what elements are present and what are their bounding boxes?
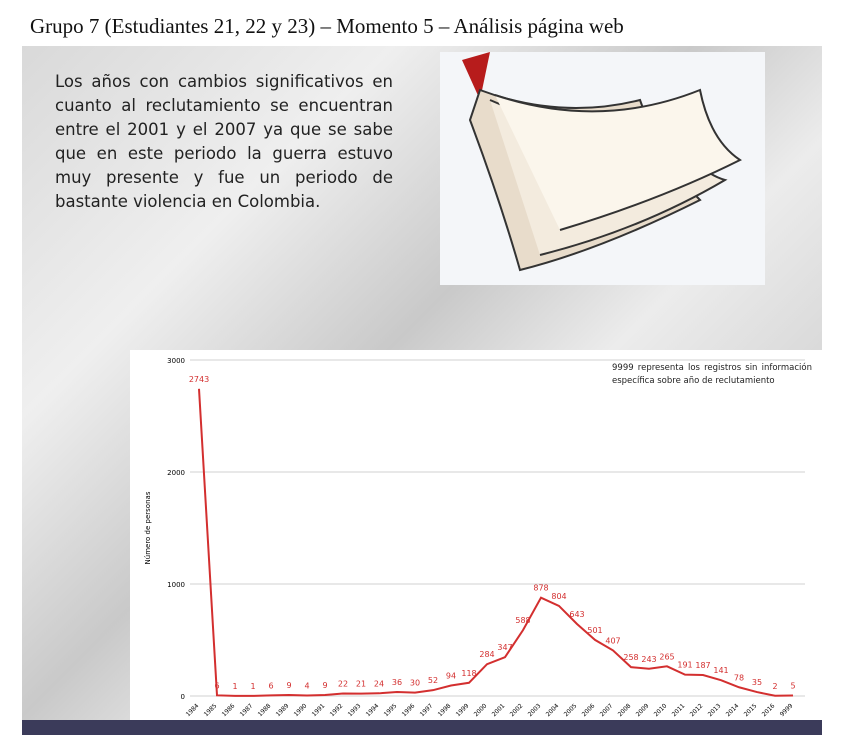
book-illustration — [440, 52, 765, 285]
data-label: 118 — [461, 669, 476, 678]
data-label: 35 — [752, 678, 762, 687]
data-label: 191 — [677, 661, 692, 670]
data-label: 9 — [322, 681, 327, 690]
data-label: 52 — [428, 676, 438, 685]
data-label: 4 — [304, 682, 309, 691]
data-label: 78 — [734, 673, 744, 682]
data-label: 1 — [232, 682, 237, 691]
data-label: 804 — [551, 592, 566, 601]
data-label: 643 — [569, 610, 584, 619]
data-label: 588 — [515, 616, 530, 625]
data-label: 2 — [772, 682, 777, 691]
data-label: 94 — [446, 671, 456, 680]
data-label: 21 — [356, 680, 366, 689]
y-tick-label: 1000 — [167, 581, 185, 589]
data-label: 187 — [695, 661, 710, 670]
data-label: 501 — [587, 626, 602, 635]
data-label: 243 — [641, 655, 656, 664]
data-label: 5 — [790, 681, 795, 690]
data-label: 265 — [659, 652, 674, 661]
data-label: 22 — [338, 680, 348, 689]
footer-bar — [22, 720, 822, 735]
data-label: 6 — [214, 681, 219, 690]
data-label: 258 — [623, 653, 638, 662]
data-label: 1 — [250, 682, 255, 691]
data-label: 6 — [268, 681, 273, 690]
data-label: 36 — [392, 678, 402, 687]
y-tick-label: 0 — [181, 693, 185, 701]
y-tick-label: 3000 — [167, 357, 185, 365]
data-label: 141 — [713, 666, 728, 675]
data-label: 30 — [410, 679, 420, 688]
y-axis-label: Número de personas — [144, 491, 152, 564]
page: Grupo 7 (Estudiantes 21, 22 y 23) – Mome… — [0, 0, 844, 737]
data-label: 407 — [605, 636, 620, 645]
data-label: 24 — [374, 679, 384, 688]
paragraph: Los años con cambios significativos en c… — [55, 70, 393, 214]
data-label: 284 — [479, 650, 494, 659]
data-label: 2743 — [189, 375, 209, 384]
data-label: 347 — [497, 643, 512, 652]
data-label: 9 — [286, 681, 291, 690]
annotation: 9999 representa los registros sin inform… — [612, 362, 812, 388]
data-label: 878 — [533, 584, 548, 593]
y-tick-label: 2000 — [167, 469, 185, 477]
